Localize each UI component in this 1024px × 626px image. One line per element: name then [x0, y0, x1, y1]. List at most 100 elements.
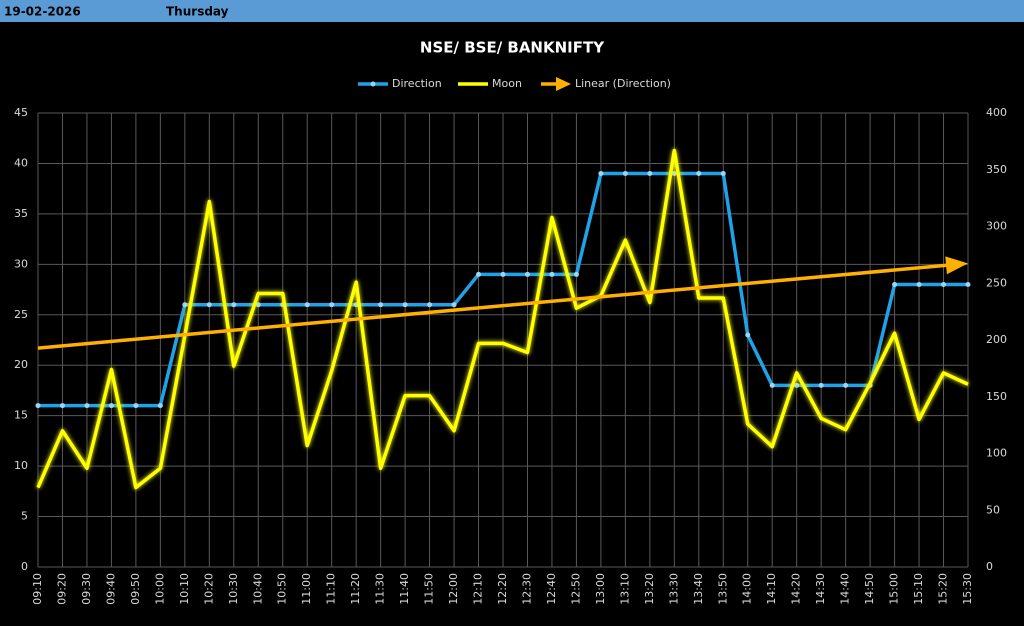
x-tick-label: 13:10 — [618, 573, 631, 605]
x-tick-label: 15:20 — [937, 573, 950, 605]
y2-tick-label: 50 — [986, 503, 1000, 516]
data-point — [500, 271, 506, 277]
legend-label: Moon — [492, 77, 522, 90]
data-point — [647, 171, 653, 177]
x-tick-label: 12:30 — [520, 573, 533, 605]
x-tick-label: 09:10 — [31, 573, 44, 605]
y2-tick-label: 250 — [986, 276, 1007, 289]
x-tick-label: 10:20 — [202, 573, 215, 605]
x-tick-label: 12:00 — [447, 573, 460, 605]
x-tick-label: 12:20 — [496, 573, 509, 605]
data-point — [794, 382, 800, 388]
data-point — [182, 302, 188, 308]
y-tick-label: 40 — [14, 156, 28, 169]
legend-label: Linear (Direction) — [575, 77, 671, 90]
x-tick-label: 12:40 — [545, 573, 558, 605]
header-day: Thursday — [166, 5, 229, 19]
x-tick-label: 11:20 — [349, 573, 362, 605]
x-tick-label: 09:20 — [55, 573, 68, 605]
x-tick-label: 15:00 — [888, 573, 901, 605]
data-point — [745, 332, 751, 338]
x-tick-label: 11:50 — [423, 573, 436, 605]
data-point — [818, 382, 824, 388]
x-tick-label: 11:10 — [325, 573, 338, 605]
data-point — [378, 302, 384, 308]
data-point — [304, 302, 310, 308]
data-point — [965, 282, 971, 288]
data-point — [769, 382, 775, 388]
x-tick-label: 09:30 — [80, 573, 93, 605]
x-tick-label: 10:40 — [251, 573, 264, 605]
x-tick-label: 13:30 — [667, 573, 680, 605]
y2-tick-label: 0 — [986, 560, 993, 573]
x-tick-label: 12:50 — [569, 573, 582, 605]
x-tick-label: 10:30 — [227, 573, 240, 605]
data-point — [941, 282, 947, 288]
x-tick-label: 14:30 — [814, 573, 827, 605]
data-point — [108, 403, 114, 409]
y-tick-label: 45 — [14, 106, 28, 119]
y-tick-label: 35 — [14, 207, 28, 220]
data-point — [916, 282, 922, 288]
y-tick-label: 25 — [14, 308, 28, 321]
legend-marker — [370, 81, 376, 87]
x-tick-label: 11:00 — [300, 573, 313, 605]
x-tick-label: 10:00 — [153, 573, 166, 605]
data-point — [720, 171, 726, 177]
data-point — [549, 271, 555, 277]
x-tick-label: 12:10 — [472, 573, 485, 605]
x-tick-label: 13:00 — [594, 573, 607, 605]
x-tick-label: 14:10 — [765, 573, 778, 605]
y-tick-label: 20 — [14, 358, 28, 371]
x-tick-label: 14:00 — [741, 573, 754, 605]
y-tick-label: 30 — [14, 257, 28, 270]
x-tick-label: 13:50 — [716, 573, 729, 605]
y2-tick-label: 300 — [986, 220, 1007, 233]
x-tick-label: 11:40 — [398, 573, 411, 605]
data-point — [255, 302, 261, 308]
x-tick-label: 10:10 — [178, 573, 191, 605]
data-point — [157, 403, 163, 409]
trendline-arrow — [945, 256, 968, 275]
y-tick-label: 5 — [21, 510, 28, 523]
y2-tick-label: 400 — [986, 106, 1007, 119]
x-tick-label: 13:20 — [643, 573, 656, 605]
data-point — [524, 271, 530, 277]
y-tick-label: 10 — [14, 459, 28, 472]
x-tick-label: 13:40 — [692, 573, 705, 605]
data-point — [843, 382, 849, 388]
legend-label: Direction — [392, 77, 442, 90]
data-point — [598, 171, 604, 177]
x-tick-label: 09:50 — [129, 573, 142, 605]
x-tick-label: 09:40 — [104, 573, 117, 605]
data-point — [84, 403, 90, 409]
y2-tick-label: 350 — [986, 163, 1007, 176]
y2-tick-label: 150 — [986, 390, 1007, 403]
data-point — [133, 403, 139, 409]
y-tick-label: 15 — [14, 409, 28, 422]
data-point — [892, 282, 898, 288]
legend-arrow — [556, 77, 571, 91]
data-point — [59, 403, 65, 409]
y2-tick-label: 200 — [986, 333, 1007, 346]
data-point — [402, 302, 408, 308]
data-point — [35, 403, 41, 409]
data-point — [329, 302, 335, 308]
x-tick-label: 10:50 — [276, 573, 289, 605]
x-tick-label: 14:40 — [839, 573, 852, 605]
trendline — [37, 262, 959, 350]
x-tick-label: 11:30 — [374, 573, 387, 605]
header-date: 19-02-2026 — [4, 5, 81, 19]
data-point — [476, 271, 482, 277]
series-line — [36, 148, 969, 490]
y2-tick-label: 100 — [986, 447, 1007, 460]
x-tick-label: 15:30 — [961, 573, 974, 605]
y-tick-label: 0 — [21, 560, 28, 573]
data-point — [231, 302, 237, 308]
data-point — [622, 171, 628, 177]
x-tick-label: 15:10 — [912, 573, 925, 605]
data-point — [451, 302, 457, 308]
header-bar — [0, 0, 1024, 22]
